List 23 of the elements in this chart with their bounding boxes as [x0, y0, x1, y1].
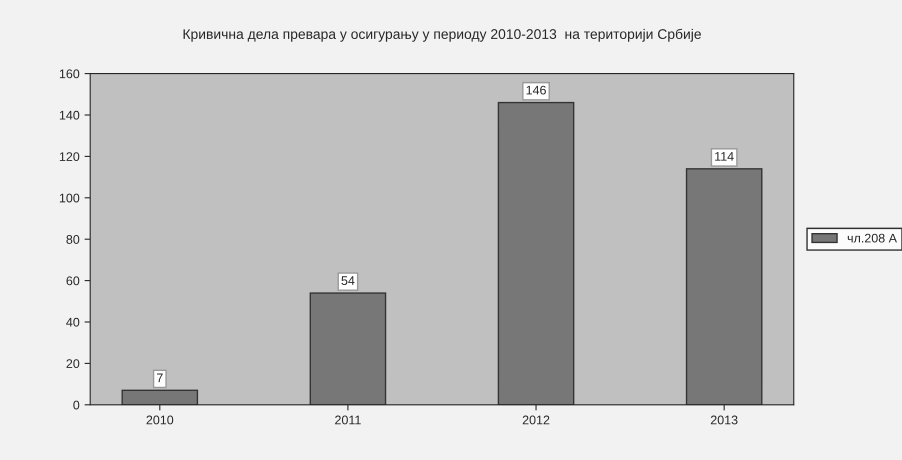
y-tick-label: 60	[66, 276, 80, 286]
bar	[121, 390, 198, 405]
y-tick-label: 80	[66, 235, 80, 244]
x-tick-label: 2011	[335, 416, 361, 424]
y-tick-label: 160	[60, 69, 80, 78]
data-label: 54	[341, 276, 355, 285]
bar	[310, 292, 386, 405]
bar	[498, 102, 574, 405]
y-tick-label: 20	[66, 359, 80, 368]
x-tick-label: 2013	[710, 416, 738, 424]
x-tick-label: 2012	[522, 416, 550, 424]
data-label: 7	[156, 374, 163, 382]
y-tick-label: 120	[60, 152, 80, 162]
y-tick-label: 140	[60, 110, 80, 120]
x-tick-label: 2010	[146, 416, 174, 424]
bar	[686, 168, 762, 405]
data-label: 114	[715, 152, 734, 161]
data-label: 146	[526, 86, 546, 95]
y-tick-label: 0	[73, 400, 80, 410]
y-tick-label: 100	[60, 194, 80, 202]
chart-title: Кривична дела превара у осигурању у периоду 2010-2013 на територији Србије	[184, 28, 701, 42]
legend-label: чл.208 А	[848, 234, 897, 243]
y-tick-label: 40	[66, 318, 80, 327]
